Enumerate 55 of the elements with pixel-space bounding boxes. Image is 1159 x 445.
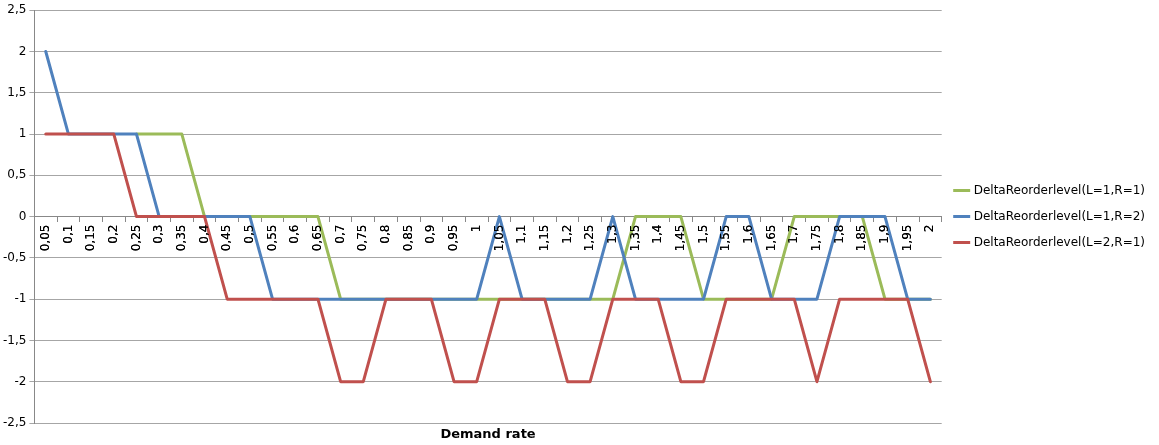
x-tick-label: 0,65	[310, 224, 325, 252]
x-tick-label: 1,05	[491, 224, 506, 252]
x-tick-label: 1,9	[877, 224, 892, 244]
x-tick-label: 0,05	[37, 224, 52, 252]
x-tick-label: 1,55	[718, 224, 733, 252]
y-tick-label: 0,5	[7, 167, 27, 182]
x-tick-label: 1	[468, 224, 483, 233]
x-tick-label: 1,85	[854, 224, 869, 252]
y-tick-label: -2,5	[2, 415, 27, 430]
y-tick-label: -1	[14, 291, 27, 306]
x-tick-label: 1,15	[536, 224, 551, 252]
y-tick-label: -1,5	[2, 332, 27, 347]
x-tick-label: 1,6	[741, 224, 756, 244]
x-tick-label: 0,4	[196, 224, 211, 244]
legend-label: DeltaReorderlevel(L=1,R=1)	[973, 182, 1145, 197]
x-tick-label: 0,75	[355, 224, 370, 252]
x-tick-label: 1,3	[604, 224, 619, 244]
x-tick-label: 0,35	[173, 224, 188, 252]
y-tick-label: 1	[18, 126, 27, 141]
y-tick-label: -2	[14, 373, 27, 388]
legend-label: DeltaReorderlevel(L=1,R=2)	[973, 208, 1145, 223]
y-tick-label: 1,5	[7, 84, 27, 99]
y-tick-label: -0,5	[2, 250, 27, 265]
x-tick-label: 0,6	[287, 224, 302, 244]
x-tick-label: 0,3	[151, 224, 166, 244]
x-axis-title: Demand rate	[440, 426, 536, 442]
x-tick-label: 0,1	[60, 224, 75, 244]
y-tick-label: 2	[18, 43, 27, 58]
x-tick-label: 0,8	[378, 224, 393, 244]
x-tick-label: 0,9	[423, 224, 438, 244]
x-tick-label: 1,5	[695, 224, 710, 244]
x-tick-label: 1,65	[763, 224, 778, 252]
legend-label: DeltaReorderlevel(L=2,R=1)	[973, 234, 1145, 249]
x-tick-label: 1,7	[786, 224, 801, 244]
x-tick-label: 1,25	[582, 224, 597, 252]
x-tick-label: 1,45	[672, 224, 687, 252]
x-tick-label: 1,8	[831, 224, 846, 244]
x-tick-label: 0,7	[332, 224, 347, 244]
x-tick-label: 0,5	[242, 224, 257, 244]
x-tick-label: 2	[922, 224, 937, 233]
x-tick-label: 1,4	[650, 224, 665, 244]
y-tick-label: 0	[18, 208, 27, 223]
x-tick-label: 0,95	[446, 224, 461, 252]
x-tick-label: 1,95	[899, 224, 914, 252]
y-tick-label: 2,5	[7, 2, 27, 17]
x-tick-label: 0,45	[219, 224, 234, 252]
x-tick-label: 1,1	[514, 224, 529, 244]
x-tick-label: 1,2	[559, 224, 574, 244]
x-tick-label: 1,35	[627, 224, 642, 252]
x-tick-label: 0,85	[400, 224, 415, 252]
x-tick-label: 0,25	[128, 224, 143, 252]
x-tick-label: 0,2	[105, 224, 120, 244]
x-tick-label: 0,55	[264, 224, 279, 252]
x-tick-label: 0,15	[83, 224, 98, 252]
x-tick-label: 1,75	[809, 224, 824, 252]
